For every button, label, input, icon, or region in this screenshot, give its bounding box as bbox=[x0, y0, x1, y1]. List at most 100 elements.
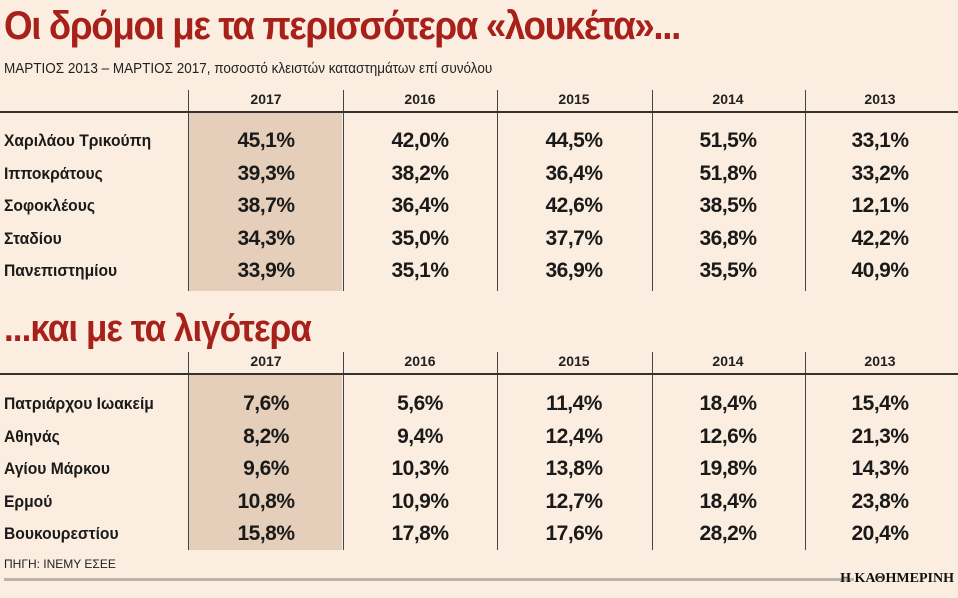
value-cell-2014: 35,5% bbox=[699, 259, 757, 282]
value-cell-2015: 42,6% bbox=[545, 194, 603, 217]
header-rule bbox=[0, 111, 958, 113]
value-cell-2015: 36,4% bbox=[545, 161, 603, 185]
footer-rule bbox=[4, 578, 854, 581]
column-divider bbox=[497, 90, 498, 291]
value-cell-2017: 39,3% bbox=[237, 161, 295, 185]
value-cell-2016: 35,0% bbox=[391, 226, 449, 250]
table-row: Βουκουρεστίου 15,8% 17,8% 17,6% 28,2% 20,4% bbox=[0, 518, 958, 550]
value-cell-2014: 19,8% bbox=[699, 457, 757, 480]
value-cell-2014: 51,8% bbox=[699, 161, 757, 185]
highlight-column-2017 bbox=[189, 112, 342, 291]
value-cell-2014: 38,5% bbox=[699, 194, 757, 217]
street-name: Σταδίου bbox=[4, 228, 62, 248]
value-cell-2015: 13,8% bbox=[545, 457, 603, 480]
column-divider bbox=[652, 352, 653, 550]
table-row: Αγίου Μάρκου 9,6% 10,3% 13,8% 19,8% 14,3% bbox=[0, 453, 958, 485]
value-cell-2013: 15,4% bbox=[851, 392, 909, 415]
street-name: Πανεπιστημίου bbox=[4, 261, 118, 280]
value-cell-2016: 17,8% bbox=[391, 522, 449, 545]
value-cell-2013: 20,4% bbox=[851, 522, 909, 545]
value-cell-2016: 36,4% bbox=[391, 194, 449, 217]
column-header-2017: 2017 bbox=[250, 91, 282, 107]
table-row: Αθηνάς 8,2% 9,4% 12,4% 12,6% 21,3% bbox=[0, 421, 958, 453]
value-cell-2015: 17,6% bbox=[545, 522, 603, 545]
value-cell-2015: 44,5% bbox=[545, 129, 603, 152]
street-name: Σοφοκλέους bbox=[4, 196, 95, 215]
value-cell-2017: 8,2% bbox=[243, 424, 289, 448]
street-name: Αθηνάς bbox=[4, 426, 60, 446]
column-header-2013: 2013 bbox=[864, 353, 896, 369]
value-cell-2017: 45,1% bbox=[237, 129, 295, 152]
header-rule bbox=[0, 373, 958, 375]
street-name: Βουκουρεστίου bbox=[4, 524, 119, 543]
value-cell-2013: 40,9% bbox=[851, 259, 909, 282]
column-divider bbox=[343, 90, 344, 291]
value-cell-2014: 36,8% bbox=[699, 226, 757, 250]
value-cell-2013: 23,8% bbox=[851, 489, 909, 513]
column-header-2014: 2014 bbox=[712, 91, 744, 107]
column-header-2016: 2016 bbox=[404, 91, 436, 107]
value-cell-2014: 51,5% bbox=[699, 129, 757, 152]
table-row: Πανεπιστημίου 33,9% 35,1% 36,9% 35,5% 40,9% bbox=[0, 255, 958, 287]
column-header-2017: 2017 bbox=[250, 353, 282, 369]
value-cell-2015: 11,4% bbox=[546, 392, 602, 415]
publisher-logo: Η ΚΑΘΗΜΕΡΙΝΗ bbox=[840, 571, 954, 586]
table-row: Χαριλάου Τρικούπη 45,1% 42,0% 44,5% 51,5% 33,… bbox=[0, 125, 958, 157]
value-cell-2013: 33,2% bbox=[851, 161, 909, 185]
value-cell-2013: 14,3% bbox=[851, 457, 909, 480]
value-cell-2015: 37,7% bbox=[545, 226, 603, 250]
table-row: Σταδίου 34,3% 35,0% 37,7% 36,8% 42,2% bbox=[0, 223, 958, 255]
table-row: Σοφοκλέους 38,7% 36,4% 42,6% 38,5% 12,1% bbox=[0, 190, 958, 222]
street-name: Αγίου Μάρκου bbox=[4, 459, 110, 478]
column-header-2016: 2016 bbox=[404, 353, 436, 369]
value-cell-2017: 7,6% bbox=[243, 392, 289, 415]
value-cell-2016: 10,9% bbox=[391, 489, 449, 513]
highlight-column-2017 bbox=[189, 374, 342, 550]
source-note: ΠΗΓΗ: ΙΝΕΜΥ ΕΣΕΕ bbox=[4, 557, 116, 571]
value-cell-2015: 36,9% bbox=[545, 259, 603, 282]
column-divider bbox=[188, 352, 189, 550]
section-title-least: ...και με τα λιγότερα bbox=[4, 308, 312, 350]
column-divider bbox=[497, 352, 498, 550]
column-header-2015: 2015 bbox=[558, 91, 590, 107]
column-divider bbox=[343, 352, 344, 550]
value-cell-2013: 21,3% bbox=[851, 424, 909, 448]
value-cell-2017: 38,7% bbox=[237, 194, 295, 217]
street-name: Ιπποκράτους bbox=[4, 163, 103, 183]
street-name: Πατριάρχου Ιωακείμ bbox=[4, 394, 154, 413]
street-name: Χαριλάου Τρικούπη bbox=[4, 131, 152, 150]
column-header-2015: 2015 bbox=[558, 353, 590, 369]
column-divider bbox=[188, 90, 189, 291]
table-row: Ιπποκράτους 39,3% 38,2% 36,4% 51,8% 33,2% bbox=[0, 158, 958, 190]
column-divider bbox=[805, 90, 806, 291]
value-cell-2013: 12,1% bbox=[851, 194, 909, 217]
value-cell-2016: 35,1% bbox=[391, 259, 449, 282]
value-cell-2014: 18,4% bbox=[699, 489, 757, 513]
value-cell-2016: 5,6% bbox=[397, 392, 443, 415]
table-most-closures: 2017 2016 2015 2014 2013 Χαριλάου Τρικούπη 45,… bbox=[0, 88, 958, 293]
table-row: Πατριάρχου Ιωακείμ 7,6% 5,6% 11,4% 18,4% 15,4… bbox=[0, 388, 958, 420]
page-title: Οι δρόμοι με τα περισσότερα «λουκέτα»... bbox=[4, 4, 681, 48]
value-cell-2016: 38,2% bbox=[391, 161, 449, 185]
value-cell-2014: 18,4% bbox=[699, 392, 757, 415]
page-subtitle: ΜΑΡΤΙΟΣ 2013 – ΜΑΡΤΙΟΣ 2017, ποσοστό κλε… bbox=[4, 60, 493, 77]
column-header-2014: 2014 bbox=[712, 353, 744, 369]
value-cell-2017: 15,8% bbox=[237, 522, 295, 545]
value-cell-2015: 12,7% bbox=[545, 489, 603, 513]
column-divider bbox=[652, 90, 653, 291]
column-header-2013: 2013 bbox=[864, 91, 896, 107]
value-cell-2014: 28,2% bbox=[699, 522, 757, 545]
value-cell-2013: 33,1% bbox=[851, 129, 909, 152]
value-cell-2015: 12,4% bbox=[545, 424, 603, 448]
value-cell-2016: 10,3% bbox=[391, 457, 449, 480]
table-row: Ερμού 10,8% 10,9% 12,7% 18,4% 23,8% bbox=[0, 486, 958, 518]
value-cell-2017: 34,3% bbox=[237, 226, 295, 250]
value-cell-2016: 42,0% bbox=[391, 129, 449, 152]
value-cell-2017: 10,8% bbox=[237, 489, 295, 513]
column-divider bbox=[805, 352, 806, 550]
value-cell-2016: 9,4% bbox=[397, 424, 443, 448]
value-cell-2013: 42,2% bbox=[851, 226, 909, 250]
value-cell-2014: 12,6% bbox=[699, 424, 757, 448]
value-cell-2017: 33,9% bbox=[237, 259, 295, 282]
value-cell-2017: 9,6% bbox=[243, 457, 289, 480]
